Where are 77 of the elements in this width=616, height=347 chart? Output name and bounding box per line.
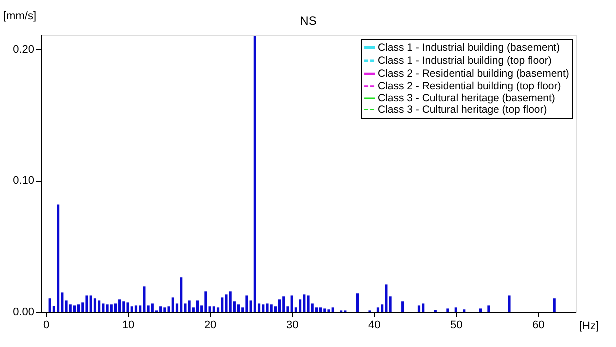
bar — [376, 308, 380, 312]
y-axis-title: [mm/s] — [4, 10, 36, 22]
bar — [86, 296, 88, 312]
bar — [57, 204, 60, 312]
bar — [508, 296, 511, 312]
bar — [160, 306, 162, 312]
bar — [69, 304, 72, 312]
bar — [196, 300, 200, 312]
bar — [102, 304, 105, 312]
bar — [278, 300, 282, 312]
bar — [422, 304, 425, 312]
bar — [290, 296, 294, 312]
x-tick-label: 60 — [532, 320, 545, 332]
bar — [229, 292, 232, 312]
x-tick-label: 10 — [122, 320, 135, 332]
legend-label: Class 1 - Industrial building (basement) — [378, 42, 560, 54]
bar — [188, 300, 191, 312]
bar — [237, 304, 240, 312]
bar — [385, 284, 388, 312]
x-tick-label: 40 — [368, 320, 381, 332]
bar — [73, 306, 76, 312]
y-tick-label: 0.20 — [13, 44, 34, 56]
bar — [454, 308, 458, 312]
legend-label: Class 1 - Industrial building (top floor) — [378, 55, 552, 67]
bar — [266, 304, 269, 312]
bar — [282, 296, 286, 312]
x-axis-title: [Hz] — [580, 320, 600, 332]
bar — [48, 298, 52, 312]
bar — [114, 304, 118, 312]
legend-label: Class 3 - Cultural heritage (top floor) — [378, 104, 548, 116]
bar — [488, 306, 490, 312]
bar — [164, 308, 166, 312]
bar — [78, 304, 80, 312]
bar — [130, 306, 134, 312]
bar — [324, 308, 326, 312]
bar — [151, 304, 154, 312]
chart-title: NS — [300, 14, 317, 28]
bar — [479, 308, 482, 312]
bar — [307, 296, 310, 312]
bar — [315, 308, 318, 312]
x-tick-label: 50 — [450, 320, 463, 332]
bar — [94, 298, 97, 312]
legend-label: Class 2 - Residential building (basement) — [378, 68, 570, 80]
bar — [254, 36, 256, 312]
bar — [553, 298, 556, 312]
bar — [204, 292, 208, 312]
bar — [106, 304, 109, 312]
bar — [122, 302, 126, 312]
bar — [221, 298, 224, 312]
y-tick-label: 0.10 — [13, 175, 34, 188]
bar — [143, 286, 146, 312]
bar — [262, 304, 265, 312]
bar — [356, 294, 360, 312]
bar — [90, 296, 92, 312]
bar — [212, 306, 216, 312]
bar — [110, 304, 113, 312]
x-tick-label: 30 — [286, 320, 299, 332]
bar — [180, 278, 183, 312]
legend-label: Class 3 - Cultural heritage (basement) — [378, 92, 556, 104]
x-tick-label: 0 — [43, 320, 50, 332]
bar — [418, 306, 421, 312]
bar — [225, 294, 228, 312]
bar — [332, 308, 334, 312]
bar — [134, 306, 138, 312]
legend-label: Class 2 - Residential building (top floor) — [378, 80, 562, 92]
bar — [270, 304, 273, 312]
bar — [172, 298, 174, 312]
bar — [320, 308, 322, 312]
bar — [118, 300, 122, 312]
y-tick-label: 0.00 — [13, 306, 34, 318]
x-tick-label: 20 — [204, 320, 217, 332]
bar — [126, 302, 130, 312]
bar — [246, 296, 248, 312]
bar — [402, 302, 404, 312]
bar — [303, 294, 306, 312]
bar — [446, 308, 450, 312]
bar — [98, 300, 101, 312]
